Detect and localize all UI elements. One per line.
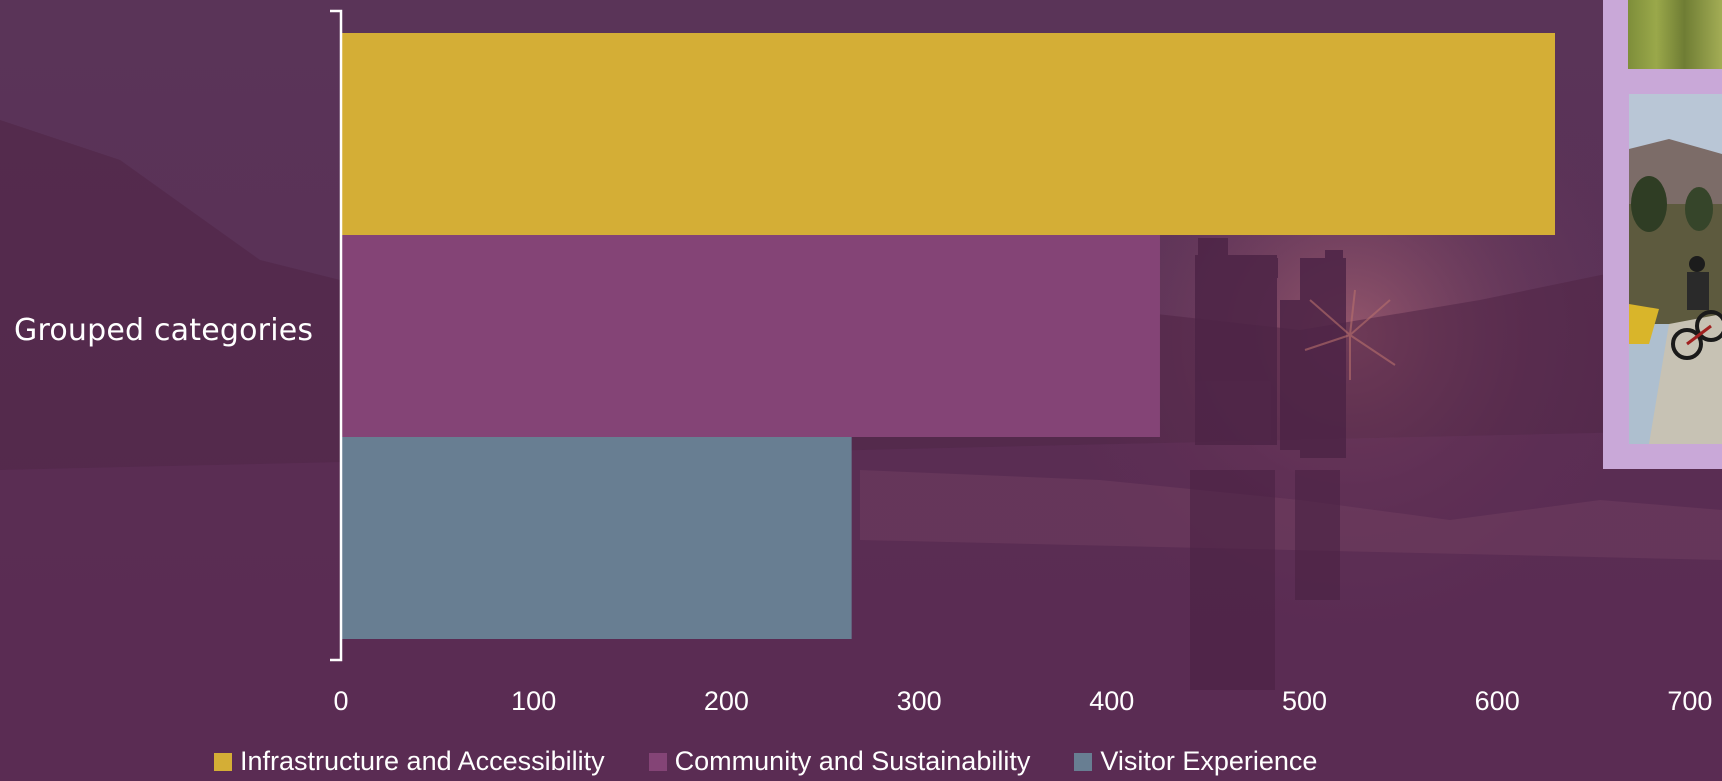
- bar-infrastructure-and-accessibility: [341, 33, 1555, 235]
- category-label: Grouped categories: [14, 313, 314, 348]
- x-tick-label: 600: [1475, 686, 1520, 716]
- legend-swatch: [214, 752, 232, 771]
- x-tick-label: 400: [1089, 686, 1134, 716]
- legend-item-community: Community and Sustainability: [648, 746, 1031, 777]
- grass-photo: [1628, 0, 1722, 69]
- category-axis-bracket: [330, 9, 343, 662]
- legend-swatch: [648, 752, 667, 771]
- x-tick-label: 100: [511, 686, 556, 716]
- legend-item-infrastructure: Infrastructure and Accessibility: [214, 746, 605, 777]
- legend-item-visitor: Visitor Experience: [1074, 746, 1317, 777]
- x-tick-label: 700: [1667, 686, 1712, 716]
- x-tick-label: 0: [333, 686, 348, 716]
- x-tick-label: 300: [897, 686, 942, 716]
- legend-swatch: [1074, 752, 1093, 771]
- legend-label: Infrastructure and Accessibility: [240, 746, 605, 776]
- bar-visitor-experience: [341, 437, 852, 639]
- legend-label: Community and Sustainability: [674, 746, 1031, 776]
- x-tick-label: 500: [1282, 686, 1327, 716]
- legend: Infrastructure and Accessibility Communi…: [214, 746, 1361, 777]
- legend-label: Visitor Experience: [1100, 746, 1318, 776]
- cyclist-photo: [1629, 94, 1722, 444]
- x-tick-label: 200: [704, 686, 749, 716]
- bar-community-and-sustainability: [341, 235, 1160, 437]
